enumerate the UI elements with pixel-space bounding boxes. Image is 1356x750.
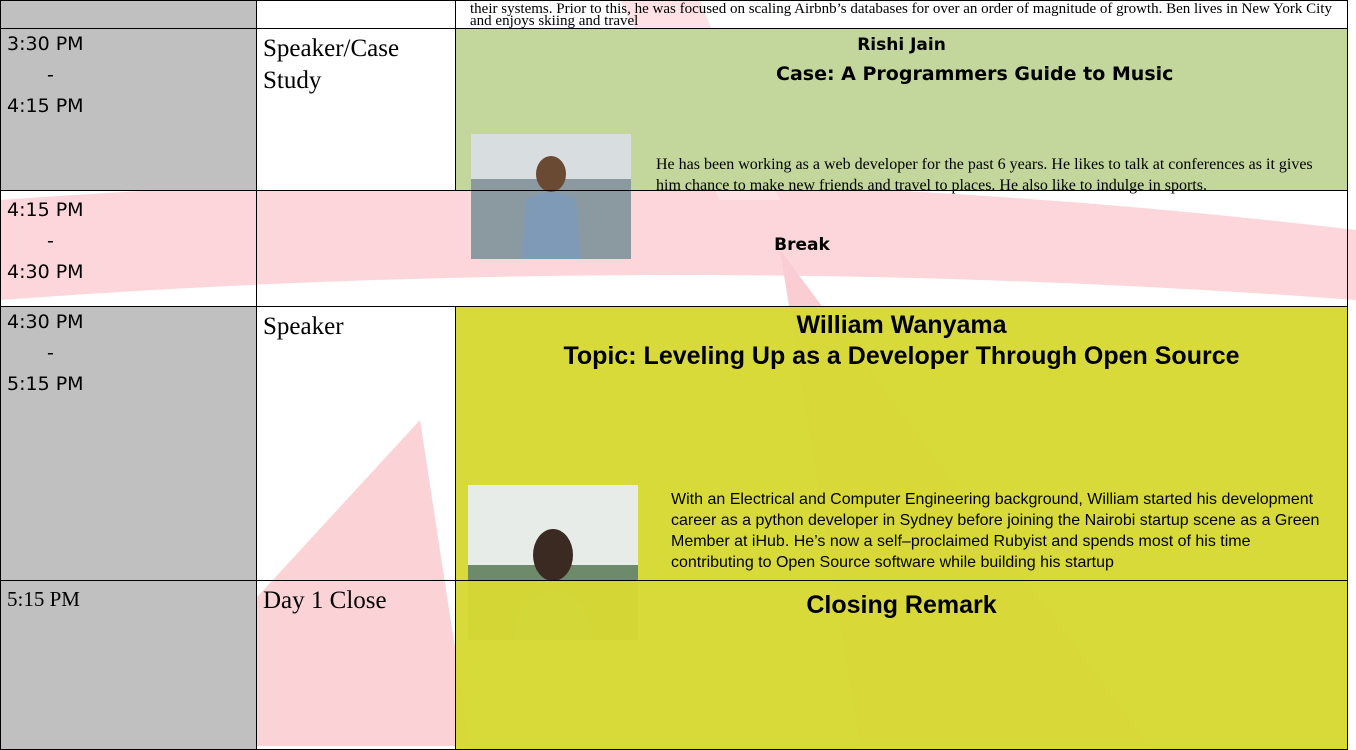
session-cell: Rishi Jain Case: A Programmers Guide to … bbox=[455, 28, 1348, 259]
time-dash: - bbox=[47, 64, 54, 86]
time-dash: - bbox=[47, 230, 54, 252]
bio-cell: their systems. Prior to this, he was foc… bbox=[455, 0, 1348, 29]
end-time: 4:15 PM bbox=[7, 95, 84, 117]
bio: their systems. Prior to this, he was foc… bbox=[470, 1, 1332, 29]
start-time: 4:30 PM bbox=[7, 311, 84, 333]
session-type: Speaker/Case Study bbox=[263, 35, 400, 94]
session-topic: Topic: Leveling Up as a Developer Throug… bbox=[563, 342, 1240, 370]
speaker-name: Rishi Jain bbox=[857, 35, 946, 55]
time-cell bbox=[0, 0, 257, 29]
end-time: 4:30 PM bbox=[7, 261, 84, 283]
speaker-bio: He has been working as a web developer f… bbox=[656, 156, 1313, 194]
type-cell: Day 1 Close bbox=[256, 580, 456, 750]
time-cell: 3:30 PM - 4:15 PM bbox=[0, 28, 257, 191]
start-time: 5:15 PM bbox=[7, 587, 80, 611]
session-cell: Closing Remark bbox=[455, 580, 1348, 750]
start-time: 3:30 PM bbox=[7, 33, 84, 55]
break-title: Break bbox=[774, 235, 830, 255]
speaker-bio: With an Electrical and Computer Engineer… bbox=[671, 491, 1320, 571]
closing-title: Closing Remark bbox=[806, 591, 997, 619]
break-cell: Break bbox=[256, 190, 1348, 307]
start-time: 4:15 PM bbox=[7, 199, 84, 221]
speaker-name: William Wanyama bbox=[796, 311, 1007, 339]
time-cell: 4:30 PM - 5:15 PM bbox=[0, 306, 257, 581]
session-topic: Case: A Programmers Guide to Music bbox=[776, 63, 1174, 85]
type-cell: Speaker/Case Study bbox=[256, 28, 456, 191]
speaker-photo bbox=[471, 134, 631, 259]
time-cell: 5:15 PM bbox=[0, 580, 257, 750]
session-cell: William Wanyama Topic: Leveling Up as a … bbox=[455, 306, 1348, 640]
session-type: Day 1 Close bbox=[263, 587, 387, 614]
time-cell: 4:15 PM - 4:30 PM bbox=[0, 190, 257, 307]
time-dash: - bbox=[47, 342, 54, 364]
type-cell: Speaker bbox=[256, 306, 456, 581]
end-time: 5:15 PM bbox=[7, 373, 84, 395]
session-type: Speaker bbox=[263, 313, 344, 340]
type-cell bbox=[256, 0, 456, 29]
